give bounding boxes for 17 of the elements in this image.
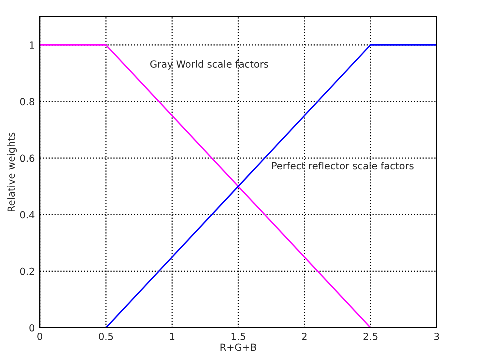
series-label: Perfect reflector scale factors: [272, 162, 414, 170]
x-tick-label: 0.5: [99, 332, 114, 340]
y-tick-label: 0.6: [20, 154, 35, 162]
x-tick-label: 2: [302, 332, 307, 340]
y-tick-label: 0: [30, 324, 35, 332]
y-tick-label: 0.2: [20, 268, 34, 276]
x-axis-title: R+G+B: [220, 344, 256, 352]
x-tick-label: 3: [434, 332, 440, 340]
series-label: Gray World scale factors: [150, 60, 268, 70]
y-tick-label: 1: [30, 42, 34, 49]
x-tick-label: 1.5: [232, 333, 246, 340]
x-tick-label: 1: [170, 333, 175, 340]
y-tick-label: 0.4: [20, 211, 35, 219]
y-axis-title: Relative weights: [8, 132, 17, 212]
x-tick-label: 2.5: [364, 332, 378, 340]
x-tick-label: 0: [38, 332, 43, 340]
y-tick-label: 0.8: [20, 98, 35, 106]
